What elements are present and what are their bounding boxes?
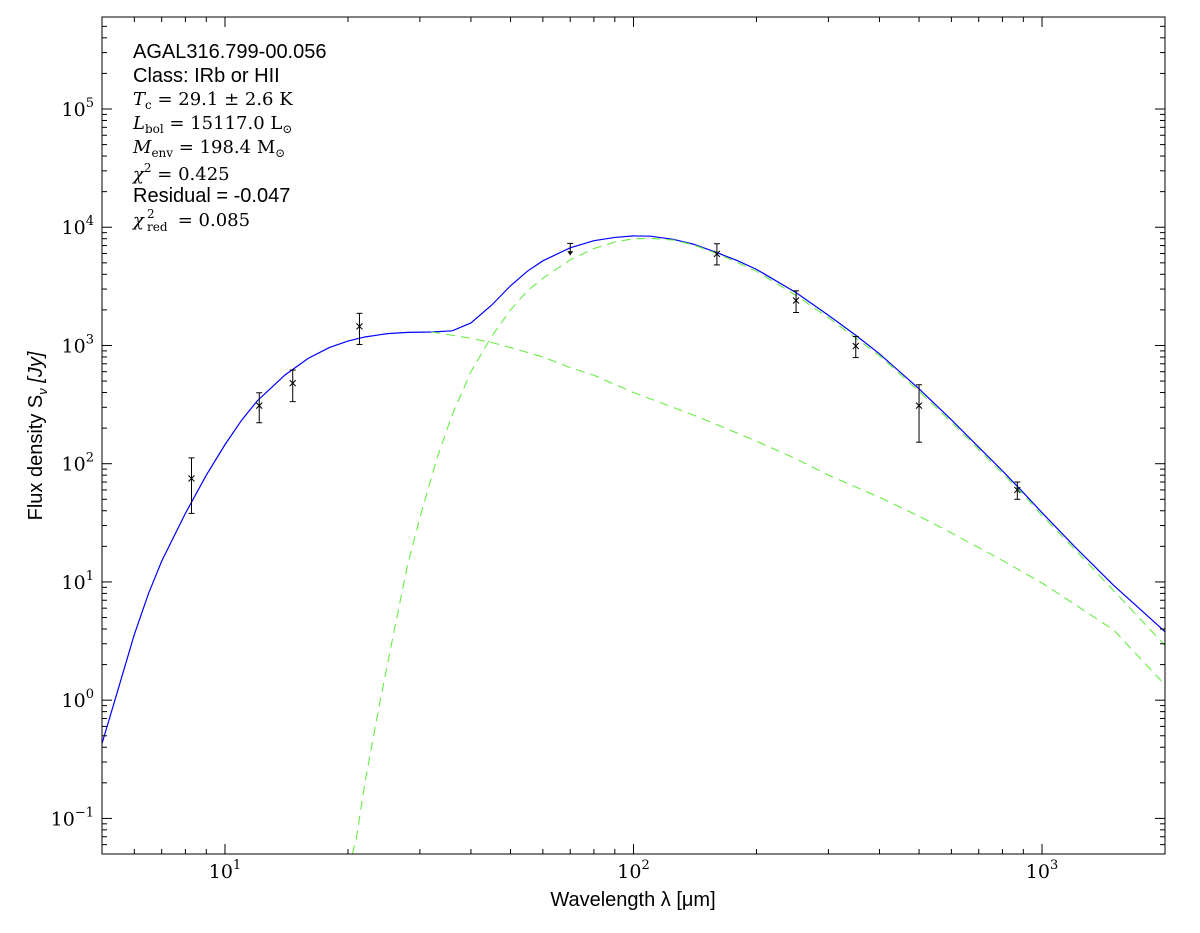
- menv-annotation: Menv = 198.4 M⊙: [132, 137, 285, 160]
- residual-annotation: Residual = -0.047: [133, 185, 290, 207]
- y-tick-label-4: 103: [62, 332, 94, 357]
- series-layer: [102, 235, 1165, 854]
- y-tick-label-6: 105: [62, 96, 94, 121]
- upper-limit-0: [567, 242, 574, 256]
- y-axis-label: Flux density Sν [Jy]: [25, 351, 50, 520]
- source-class: Class: IRb or HII: [133, 65, 280, 87]
- series-line-0: [102, 235, 1165, 744]
- ticks-layer: 101 102 103 10−1 100 101 102 103 104 105: [51, 17, 1165, 883]
- series-line-1: [431, 331, 1165, 686]
- data-point-6: [852, 336, 860, 359]
- data-point-7: [915, 384, 923, 443]
- y-tick-label-0: 10−1: [51, 805, 94, 830]
- y-tick-label-1: 100: [62, 687, 94, 712]
- annotation-block: AGAL316.799-00.056 Class: IRb or HII Tc …: [131, 41, 327, 234]
- x-tick-label-1: 102: [617, 858, 649, 883]
- data-point-0: [188, 457, 195, 514]
- lbol-annotation: Lbol = 15117.0 L⊙: [132, 113, 292, 136]
- y-tick-label-5: 104: [62, 214, 94, 239]
- source-name: AGAL316.799-00.056: [133, 41, 327, 63]
- data-point-5: [792, 290, 800, 314]
- x-tick-label-0: 101: [209, 858, 241, 883]
- chi2red-annotation: χ 2 red = 0.085: [131, 207, 250, 234]
- tc-annotation: Tc = 29.1 ± 2.6 K: [133, 89, 293, 112]
- x-axis-label: Wavelength λ [μm]: [550, 889, 715, 911]
- data-point-3: [356, 312, 363, 345]
- x-tick-label-2: 103: [1026, 858, 1058, 883]
- points-layer: [188, 242, 1021, 514]
- y-tick-label-2: 101: [62, 569, 94, 594]
- series-line-2: [351, 237, 1165, 854]
- data-point-8: [1013, 481, 1021, 500]
- data-point-4: [713, 243, 721, 266]
- plot-frame: [101, 16, 1166, 855]
- data-point-1: [255, 392, 263, 424]
- y-tick-label-3: 102: [62, 451, 94, 476]
- chi2-annotation: χ2 = 0.425: [131, 161, 230, 185]
- data-point-2: [289, 369, 297, 403]
